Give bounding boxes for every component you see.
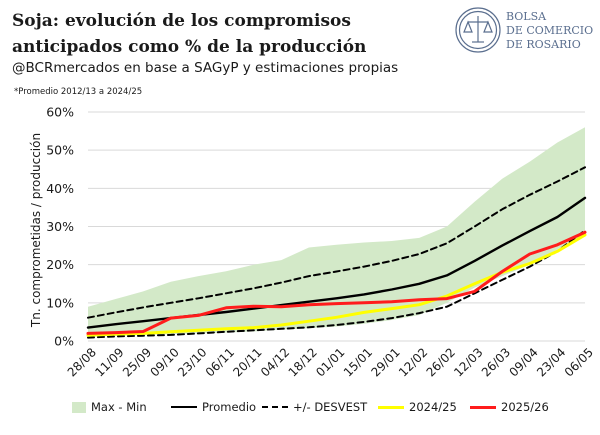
x-tick-label: 06/11 [203,345,237,379]
legend-item-desvest: +/- DESVEST [262,400,367,414]
y-tick-label: 0% [54,334,74,349]
x-tick-label: 12/02 [396,345,430,379]
bcr-logo: BOLSA DE COMERCIO DE ROSARIO [455,7,593,53]
series-line-desvest-inferior [87,229,586,339]
x-tick-label: 09/04 [506,345,540,379]
legend-label: +/- DESVEST [293,400,368,414]
legend-swatch-desvest [262,406,288,408]
chart-footnote: *Promedio 2012/13 a 2024/25 [14,87,143,97]
max-min-band [88,127,585,337]
x-tick-label: 11/09 [92,345,126,379]
legend-item-2025-26: 2025/26 [470,400,549,414]
x-tick-label: 23/10 [175,345,209,379]
x-tick-label: 25/09 [120,345,154,379]
x-tick-label: 09/10 [148,345,182,379]
band-area [88,127,585,337]
x-tick-label: 26/02 [424,345,458,379]
series-line-2025-26 [86,230,587,335]
legend-label: Promedio [202,400,257,414]
seal-icon [455,7,501,53]
series-lines [86,166,587,339]
logo-line-2: DE COMERCIO [506,24,593,37]
legend-label: 2024/25 [409,400,457,414]
legend-swatch-promedio [171,406,197,408]
x-tick-label: 12/03 [451,345,485,379]
legend-item-2024-25: 2024/25 [378,400,457,414]
chart-title: Soja: evolución de los compromisos antic… [12,11,367,57]
x-tick-label: 29/01 [368,345,402,379]
x-tick-label: 26/03 [479,345,513,379]
legend-swatch-2025-26 [470,405,496,409]
y-axis-label: Tn. comprometidas / producción [29,133,43,328]
commitments-line-chart: 0% 10% 20% 30% 40% 50% 60% 28/0811/0925/0909/1… [29,105,596,380]
legend-item-promedio: Promedio [171,400,256,414]
x-tick-label: 23/04 [534,345,568,379]
legend-label: Max - Min [91,400,147,414]
x-axis-ticks: 28/0811/0925/0909/1023/1006/1120/1104/12… [65,345,596,379]
y-tick-label: 30% [46,219,74,234]
legend-swatch-2024-25 [378,405,404,409]
x-tick-label: 28/08 [65,345,99,379]
x-tick-label: 20/11 [230,345,264,379]
x-tick-label: 01/01 [313,345,347,379]
x-tick-label: 06/05 [562,345,596,379]
y-tick-label: 50% [46,143,74,158]
y-tick-label: 40% [46,181,74,196]
chart-legend: Max - Min Promedio +/- DESVEST 2024/25 2… [72,400,592,420]
series-line-desvest [87,166,586,319]
chart-subtitle: @BCRmercados en base a SAGyP y estimacio… [12,60,399,76]
y-axis-ticks: 0% 10% 20% 30% 40% 50% 60% [46,105,74,349]
legend-item-max-min: Max - Min [72,400,147,414]
y-tick-label: 10% [46,295,74,310]
x-tick-label: 15/01 [341,345,375,379]
y-tick-label: 20% [46,257,74,272]
y-tick-label: 60% [46,105,74,120]
x-tick-label: 18/12 [286,345,320,379]
logo-line-1: BOLSA [506,10,547,23]
logo-line-3: DE ROSARIO [506,38,581,51]
legend-swatch-band [72,401,86,413]
legend-label: 2025/26 [501,400,549,414]
x-tick-label: 04/12 [258,345,292,379]
